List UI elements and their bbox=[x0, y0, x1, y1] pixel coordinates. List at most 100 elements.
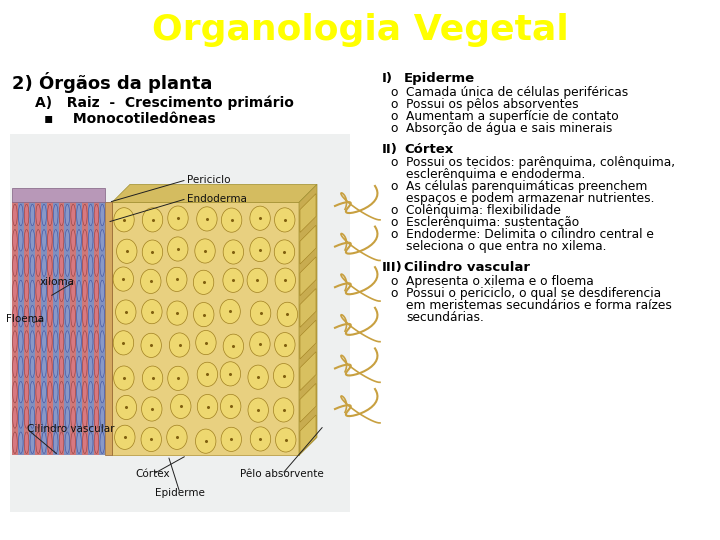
Ellipse shape bbox=[53, 381, 58, 403]
Ellipse shape bbox=[89, 356, 93, 377]
Ellipse shape bbox=[220, 362, 240, 386]
Ellipse shape bbox=[220, 299, 240, 323]
Ellipse shape bbox=[168, 206, 188, 230]
Ellipse shape bbox=[59, 381, 64, 403]
Text: Pêlo absorvente: Pêlo absorvente bbox=[240, 469, 324, 480]
Ellipse shape bbox=[42, 432, 46, 454]
Ellipse shape bbox=[100, 306, 104, 327]
Ellipse shape bbox=[30, 306, 35, 327]
Polygon shape bbox=[300, 415, 316, 454]
Text: esclerênquima e endoderma.: esclerênquima e endoderma. bbox=[406, 168, 585, 181]
Ellipse shape bbox=[30, 331, 35, 352]
Ellipse shape bbox=[19, 204, 23, 226]
Ellipse shape bbox=[24, 356, 29, 377]
Ellipse shape bbox=[30, 432, 35, 454]
Ellipse shape bbox=[113, 267, 133, 291]
Ellipse shape bbox=[76, 204, 81, 226]
Ellipse shape bbox=[76, 356, 81, 377]
Ellipse shape bbox=[71, 407, 76, 428]
Ellipse shape bbox=[36, 255, 40, 276]
Ellipse shape bbox=[53, 407, 58, 428]
Ellipse shape bbox=[94, 331, 99, 352]
Ellipse shape bbox=[100, 331, 104, 352]
Bar bbox=[82, 202, 88, 455]
Ellipse shape bbox=[48, 230, 52, 251]
Ellipse shape bbox=[274, 208, 295, 232]
Ellipse shape bbox=[275, 268, 295, 292]
Ellipse shape bbox=[171, 394, 191, 418]
Ellipse shape bbox=[166, 267, 187, 292]
Ellipse shape bbox=[12, 432, 17, 454]
Bar bbox=[30, 202, 35, 455]
Ellipse shape bbox=[250, 332, 270, 356]
Ellipse shape bbox=[48, 204, 52, 226]
Polygon shape bbox=[300, 320, 316, 359]
Ellipse shape bbox=[30, 356, 35, 377]
Polygon shape bbox=[12, 188, 105, 202]
Ellipse shape bbox=[71, 280, 76, 302]
Ellipse shape bbox=[36, 306, 40, 327]
Ellipse shape bbox=[24, 230, 29, 251]
Ellipse shape bbox=[24, 255, 29, 276]
Text: Epiderme: Epiderme bbox=[404, 72, 475, 85]
Ellipse shape bbox=[168, 366, 188, 390]
Ellipse shape bbox=[94, 280, 99, 302]
Text: o: o bbox=[390, 98, 397, 111]
Ellipse shape bbox=[12, 381, 17, 403]
Ellipse shape bbox=[30, 407, 35, 428]
Text: Cilindro vascular: Cilindro vascular bbox=[404, 261, 530, 274]
Polygon shape bbox=[300, 194, 316, 232]
Ellipse shape bbox=[42, 230, 46, 251]
Polygon shape bbox=[299, 184, 317, 455]
Ellipse shape bbox=[89, 204, 93, 226]
Ellipse shape bbox=[36, 280, 40, 302]
Ellipse shape bbox=[65, 230, 70, 251]
Ellipse shape bbox=[89, 331, 93, 352]
Ellipse shape bbox=[89, 280, 93, 302]
Ellipse shape bbox=[221, 427, 241, 451]
Text: Organologia Vegetal: Organologia Vegetal bbox=[152, 14, 568, 47]
Ellipse shape bbox=[42, 280, 46, 302]
Ellipse shape bbox=[12, 407, 17, 428]
Text: Possui os pêlos absorventes: Possui os pêlos absorventes bbox=[406, 98, 579, 111]
Text: II): II) bbox=[382, 143, 398, 156]
Ellipse shape bbox=[142, 300, 162, 323]
Bar bbox=[105, 202, 112, 455]
Ellipse shape bbox=[12, 255, 17, 276]
Ellipse shape bbox=[48, 432, 52, 454]
Ellipse shape bbox=[197, 207, 217, 231]
Text: I): I) bbox=[382, 72, 393, 85]
Ellipse shape bbox=[221, 208, 242, 232]
Text: Endoderma: Endoderma bbox=[186, 194, 247, 204]
Ellipse shape bbox=[42, 407, 46, 428]
Ellipse shape bbox=[274, 240, 294, 264]
Ellipse shape bbox=[250, 238, 270, 261]
Ellipse shape bbox=[220, 394, 241, 418]
Text: Esclerênquima: sustentação: Esclerênquima: sustentação bbox=[406, 217, 580, 230]
Ellipse shape bbox=[30, 255, 35, 276]
Text: Possui o periciclo, o qual se desdiferencia: Possui o periciclo, o qual se desdiferen… bbox=[406, 287, 661, 300]
Ellipse shape bbox=[71, 432, 76, 454]
Bar bbox=[18, 202, 24, 455]
Ellipse shape bbox=[24, 280, 29, 302]
Ellipse shape bbox=[59, 306, 64, 327]
Ellipse shape bbox=[36, 204, 40, 226]
Ellipse shape bbox=[48, 381, 52, 403]
Ellipse shape bbox=[100, 381, 104, 403]
Ellipse shape bbox=[19, 356, 23, 377]
Ellipse shape bbox=[71, 306, 76, 327]
Ellipse shape bbox=[42, 204, 46, 226]
Ellipse shape bbox=[274, 363, 294, 388]
Text: Periciclo: Periciclo bbox=[186, 175, 230, 185]
Ellipse shape bbox=[53, 230, 58, 251]
Ellipse shape bbox=[71, 204, 76, 226]
Text: o: o bbox=[390, 86, 397, 99]
Ellipse shape bbox=[48, 255, 52, 276]
Ellipse shape bbox=[76, 407, 81, 428]
Ellipse shape bbox=[89, 255, 93, 276]
Ellipse shape bbox=[65, 306, 70, 327]
Ellipse shape bbox=[65, 407, 70, 428]
Ellipse shape bbox=[65, 331, 70, 352]
Ellipse shape bbox=[53, 306, 58, 327]
Text: espaços e podem armazenar nutrientes.: espaços e podem armazenar nutrientes. bbox=[406, 192, 654, 205]
